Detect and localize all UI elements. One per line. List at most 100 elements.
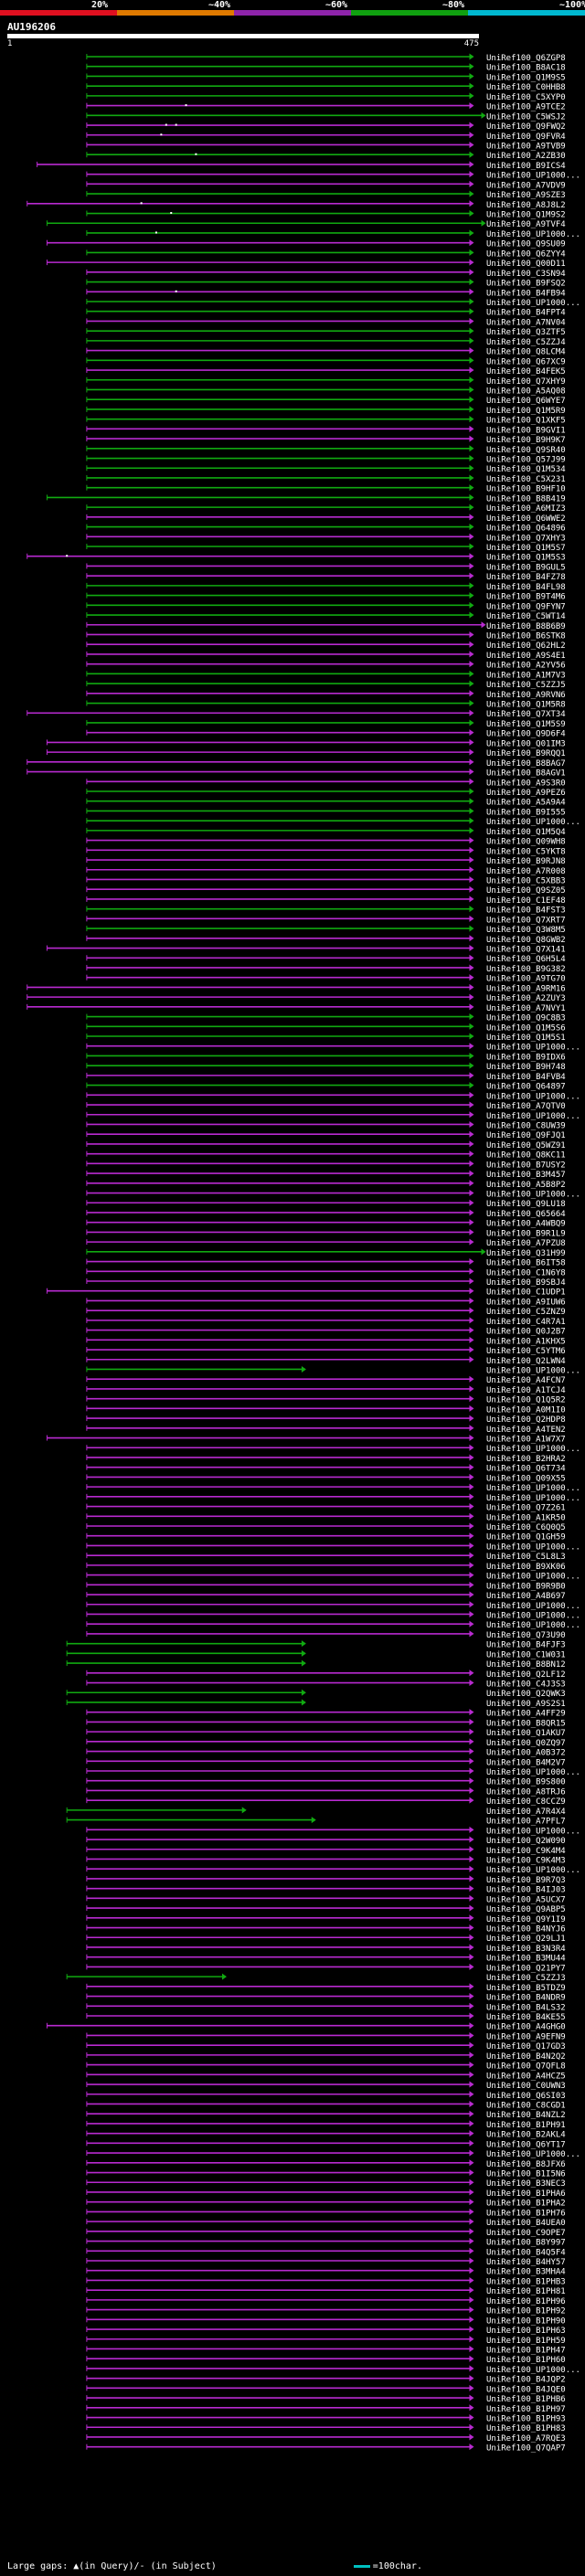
hit-row[interactable]: UniRef100_Q9C8B3: [86, 1013, 566, 1023]
hit-row[interactable]: UniRef100_UP1000...: [86, 1767, 580, 1778]
hit-row[interactable]: UniRef100_C5YTM6: [86, 1346, 566, 1357]
hit-row[interactable]: UniRef100_A2YV56: [86, 661, 566, 671]
hit-row[interactable]: UniRef100_Q65664: [86, 1209, 566, 1219]
hit-row[interactable]: UniRef100_Q1M5S9: [86, 719, 566, 729]
hit-row[interactable]: UniRef100_C5XBB3: [86, 875, 566, 886]
hit-row[interactable]: UniRef100_A9EFN9: [86, 2031, 566, 2042]
hit-row[interactable]: UniRef100_B4LS32: [86, 2002, 566, 2013]
hit-row[interactable]: UniRef100_B4M2V7: [86, 1757, 566, 1768]
hit-row[interactable]: UniRef100_Q9FWQ2: [86, 122, 566, 133]
hit-row[interactable]: UniRef100_A4TEN2: [86, 1425, 566, 1435]
hit-row[interactable]: UniRef100_UP1000...: [86, 2149, 580, 2160]
hit-row[interactable]: UniRef100_Q00D11: [46, 259, 566, 270]
hit-row[interactable]: UniRef100_UP1000...: [86, 1111, 580, 1121]
hit-row[interactable]: UniRef100_B8Y997: [86, 2238, 566, 2248]
hit-row[interactable]: UniRef100_B4NYJ6: [86, 1924, 566, 1935]
hit-row[interactable]: UniRef100_A9S3R0: [86, 778, 566, 789]
hit-row[interactable]: UniRef100_Q7XHY3: [86, 533, 566, 544]
hit-row[interactable]: UniRef100_Q64897: [86, 1082, 566, 1092]
hit-row[interactable]: UniRef100_Q1AKU7: [86, 1728, 566, 1739]
hit-row[interactable]: UniRef100_B8B6B9: [86, 621, 566, 631]
hit-row[interactable]: UniRef100_Q1M5S1: [86, 1033, 566, 1044]
hit-row[interactable]: UniRef100_A8J8L2: [27, 200, 566, 210]
hit-row[interactable]: UniRef100_Q6SI03: [86, 2091, 566, 2101]
hit-row[interactable]: UniRef100_Q1M5Q4: [86, 827, 566, 837]
hit-row[interactable]: UniRef100_Q2QWK3: [66, 1689, 566, 1700]
hit-row[interactable]: UniRef100_A9TVF4: [46, 219, 566, 230]
hit-row[interactable]: UniRef100_B9G382: [86, 964, 566, 974]
hit-row[interactable]: UniRef100_B4FL98: [86, 582, 566, 592]
hit-row[interactable]: UniRef100_C5WSJ2: [86, 111, 566, 122]
hit-row[interactable]: UniRef100_Q1Q5R2: [86, 1395, 566, 1405]
hit-row[interactable]: UniRef100_B4NZL2: [86, 2110, 566, 2121]
hit-row[interactable]: UniRef100_B4FB94: [86, 288, 566, 299]
hit-row[interactable]: UniRef100_Q2LWN4: [86, 1356, 566, 1366]
hit-row[interactable]: UniRef100_B8AGV1: [27, 769, 566, 779]
hit-row[interactable]: UniRef100_Q1M9S2: [86, 210, 566, 220]
hit-row[interactable]: UniRef100_A7NV04: [86, 317, 566, 328]
hit-row[interactable]: UniRef100_A1TCJ4: [86, 1385, 566, 1395]
hit-row[interactable]: UniRef100_B1PHA2: [86, 2199, 566, 2209]
hit-row[interactable]: UniRef100_C0HHB8: [86, 82, 566, 93]
hit-row[interactable]: UniRef100_A4FF29: [86, 1709, 566, 1719]
hit-row[interactable]: UniRef100_B4FVB4: [86, 1072, 566, 1082]
hit-row[interactable]: UniRef100_Q6ZGP8: [86, 53, 566, 64]
hit-row[interactable]: UniRef100_A4WBQ9: [86, 1219, 566, 1229]
hit-row[interactable]: UniRef100_B1I5N6: [86, 2169, 566, 2179]
hit-row[interactable]: UniRef100_Q1M5S3: [27, 553, 566, 563]
hit-row[interactable]: UniRef100_B3N3R4: [86, 1944, 566, 1954]
hit-row[interactable]: UniRef100_UP1000...: [86, 1865, 580, 1876]
hit-row[interactable]: UniRef100_C5ZZJ4: [86, 337, 566, 347]
hit-row[interactable]: UniRef100_A0M1I0: [86, 1405, 566, 1415]
hit-row[interactable]: UniRef100_Q3ZTF5: [86, 327, 566, 338]
hit-row[interactable]: UniRef100_UP1000...: [86, 1620, 580, 1631]
hit-row[interactable]: UniRef100_Q1M5R9: [86, 406, 566, 416]
hit-row[interactable]: UniRef100_UP1000...: [86, 1572, 580, 1582]
hit-row[interactable]: UniRef100_UP1000...: [86, 2365, 580, 2375]
hit-row[interactable]: UniRef100_Q21PY7: [86, 1963, 566, 1974]
hit-row[interactable]: UniRef100_Q67XC9: [86, 356, 566, 367]
hit-row[interactable]: UniRef100_B1PH63: [86, 2326, 566, 2337]
hit-row[interactable]: UniRef100_B4UEA0: [86, 2218, 566, 2229]
hit-row[interactable]: UniRef100_B3M457: [86, 1170, 566, 1181]
hit-row[interactable]: UniRef100_B4IJ03: [86, 1885, 566, 1895]
hit-row[interactable]: UniRef100_Q29LJ1: [86, 1934, 566, 1945]
hit-row[interactable]: UniRef100_UP1000...: [86, 1043, 580, 1053]
hit-row[interactable]: UniRef100_B9XK06: [86, 1562, 566, 1572]
hit-row[interactable]: UniRef100_A1W7X7: [46, 1435, 566, 1445]
hit-row[interactable]: UniRef100_B5TDZ9: [86, 1983, 566, 1993]
hit-row[interactable]: UniRef100_C1EF48: [86, 896, 566, 906]
hit-row[interactable]: UniRef100_C5XYP0: [86, 92, 566, 102]
hit-row[interactable]: UniRef100_B9RJN8: [86, 856, 566, 867]
hit-row[interactable]: UniRef100_B8JFX6: [86, 2159, 566, 2169]
hit-row[interactable]: UniRef100_Q9SU09: [46, 239, 566, 249]
hit-row[interactable]: UniRef100_C8CGD1: [86, 2100, 566, 2111]
hit-row[interactable]: UniRef100_C1N6Y8: [86, 1267, 566, 1278]
hit-row[interactable]: UniRef100_A7NVY1: [27, 1003, 566, 1013]
hit-row[interactable]: UniRef100_B4FST3: [86, 906, 566, 916]
hit-row[interactable]: UniRef100_B1PH93: [86, 2414, 566, 2424]
hit-row[interactable]: UniRef100_A9IUW6: [86, 1297, 566, 1308]
hit-row[interactable]: UniRef100_Q8LCM4: [86, 347, 566, 357]
hit-row[interactable]: UniRef100_A2ZB30: [86, 151, 566, 162]
hit-row[interactable]: UniRef100_B9GVI1: [86, 425, 566, 436]
hit-row[interactable]: UniRef100_Q9FVR4: [86, 132, 566, 142]
hit-row[interactable]: UniRef100_B4JQE0: [86, 2384, 566, 2395]
hit-row[interactable]: UniRef100_C8CCZ9: [86, 1797, 566, 1807]
hit-row[interactable]: UniRef100_B4FZ78: [86, 572, 566, 583]
hit-row[interactable]: UniRef100_Q01IM3: [46, 738, 566, 749]
hit-row[interactable]: UniRef100_Q7QFL8: [86, 2062, 566, 2072]
hit-row[interactable]: UniRef100_B4Q5F4: [86, 2247, 566, 2258]
hit-row[interactable]: UniRef100_B3MU44: [86, 1954, 566, 1964]
hit-row[interactable]: UniRef100_A7R008: [86, 866, 566, 876]
hit-row[interactable]: UniRef100_B1PH90: [86, 2316, 566, 2327]
hit-row[interactable]: UniRef100_B8BAG7: [27, 758, 566, 769]
hit-row[interactable]: UniRef100_C0UWN3: [86, 2081, 566, 2092]
hit-row[interactable]: UniRef100_C5ZZJ5: [86, 680, 566, 691]
hit-row[interactable]: UniRef100_B8B419: [46, 493, 566, 504]
hit-row[interactable]: UniRef100_Q6T734: [86, 1464, 566, 1474]
hit-row[interactable]: UniRef100_C8UW39: [86, 1120, 566, 1131]
hit-row[interactable]: UniRef100_C6Q0Q5: [86, 1522, 566, 1533]
hit-row[interactable]: UniRef100_Q9ABP5: [86, 1904, 566, 1915]
hit-row[interactable]: UniRef100_B1PH76: [86, 2208, 566, 2219]
